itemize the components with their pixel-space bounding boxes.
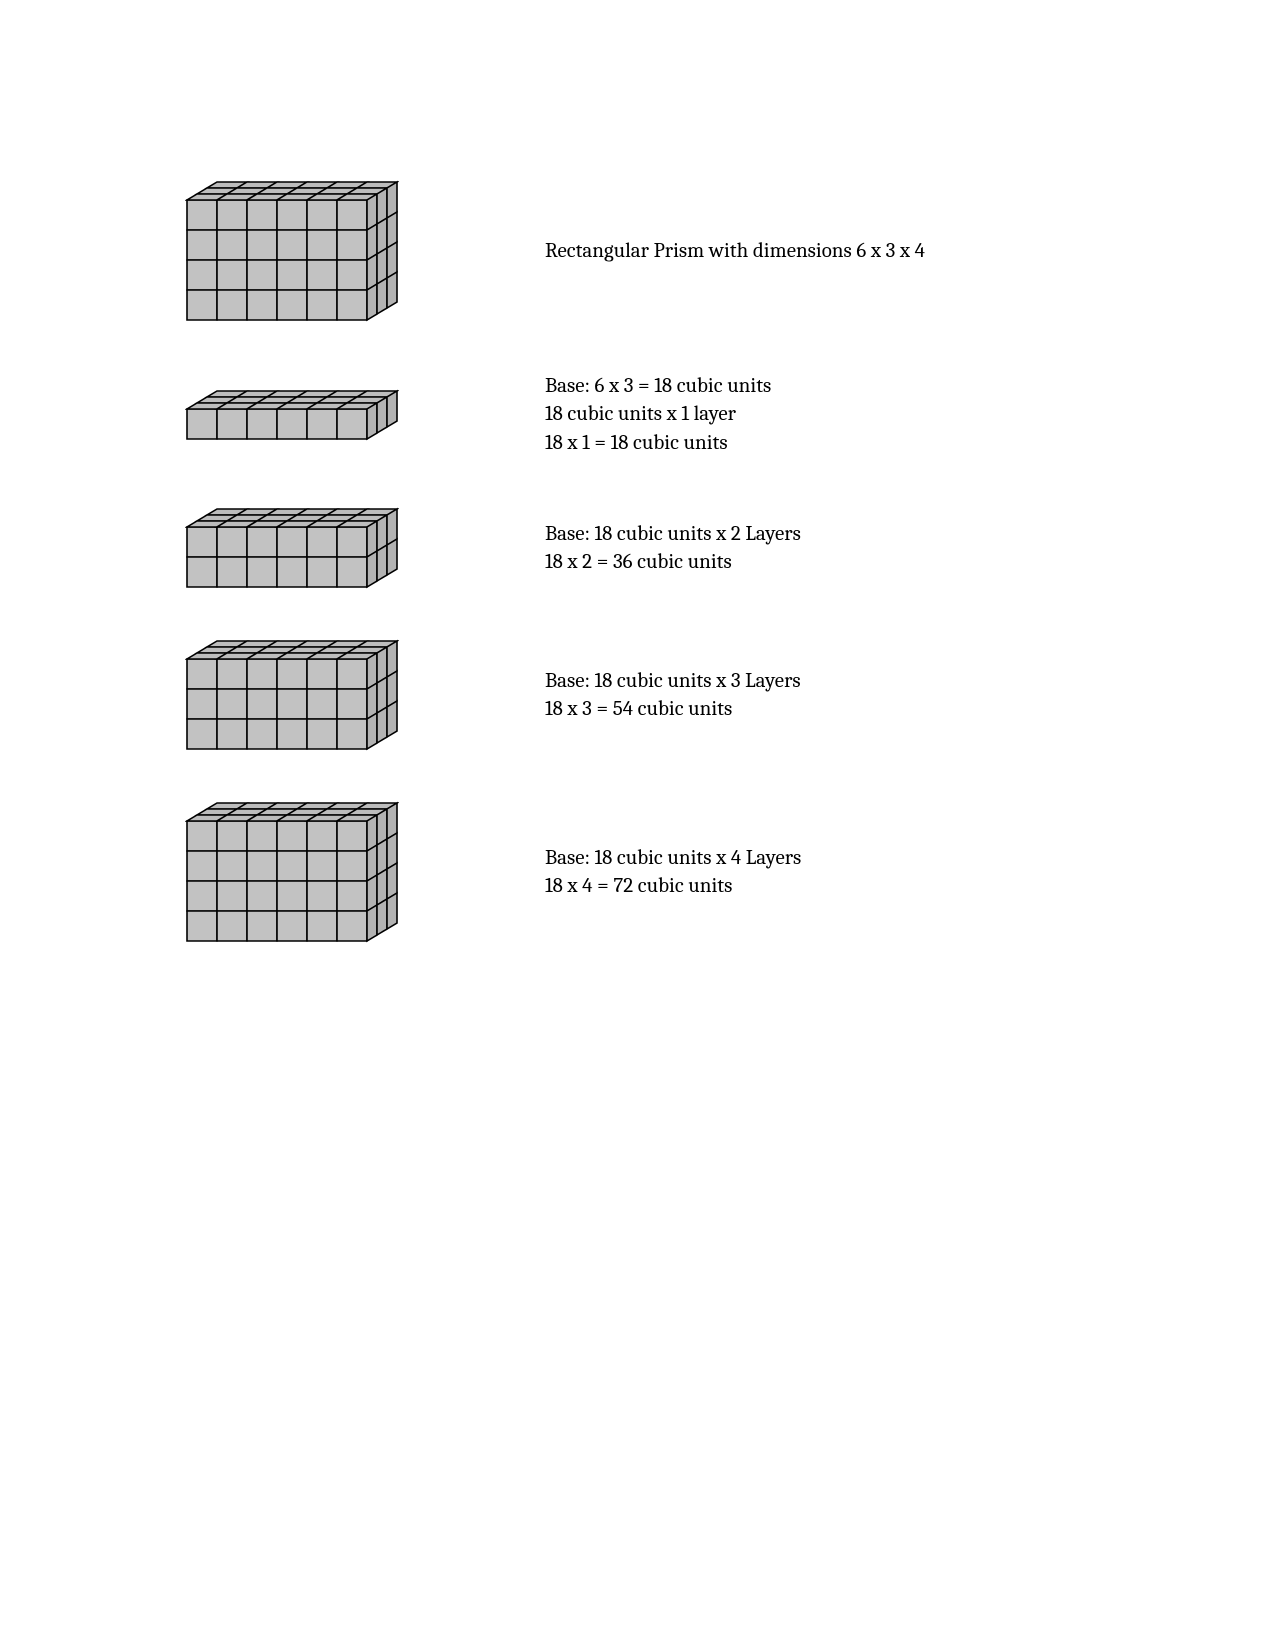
prism-figure [185,801,545,943]
prism-row: Base: 6 x 3 = 18 cubic units 18 cubic un… [185,372,925,457]
prism-description: Base: 18 cubic units x 3 Layers 18 x 3 =… [545,667,801,724]
text-line: 18 x 1 = 18 cubic units [545,429,771,457]
prism-figure [185,180,545,322]
prism-svg [185,389,399,441]
prism-figure [185,389,545,441]
prism-figure [185,639,545,751]
prism-svg [185,639,399,751]
prism-row: Rectangular Prism with dimensions 6 x 3 … [185,180,925,322]
prism-figure [185,507,545,589]
prism-svg [185,180,399,322]
prism-svg [185,507,399,589]
text-line: 18 x 4 = 72 cubic units [545,872,801,900]
text-line: Rectangular Prism with dimensions 6 x 3 … [545,237,925,265]
prism-description: Base: 18 cubic units x 2 Layers 18 x 2 =… [545,520,801,577]
text-line: 18 x 2 = 36 cubic units [545,548,801,576]
text-line: 18 cubic units x 1 layer [545,400,771,428]
prism-row: Base: 18 cubic units x 4 Layers 18 x 4 =… [185,801,925,943]
text-line: 18 x 3 = 54 cubic units [545,695,801,723]
prism-description: Rectangular Prism with dimensions 6 x 3 … [545,237,925,265]
text-line: Base: 18 cubic units x 3 Layers [545,667,801,695]
prism-row: Base: 18 cubic units x 2 Layers 18 x 2 =… [185,507,925,589]
page-content: Rectangular Prism with dimensions 6 x 3 … [185,180,925,993]
prism-description: Base: 6 x 3 = 18 cubic units 18 cubic un… [545,372,771,457]
prism-description: Base: 18 cubic units x 4 Layers 18 x 4 =… [545,844,801,901]
text-line: Base: 18 cubic units x 2 Layers [545,520,801,548]
text-line: Base: 18 cubic units x 4 Layers [545,844,801,872]
text-line: Base: 6 x 3 = 18 cubic units [545,372,771,400]
prism-svg [185,801,399,943]
prism-row: Base: 18 cubic units x 3 Layers 18 x 3 =… [185,639,925,751]
